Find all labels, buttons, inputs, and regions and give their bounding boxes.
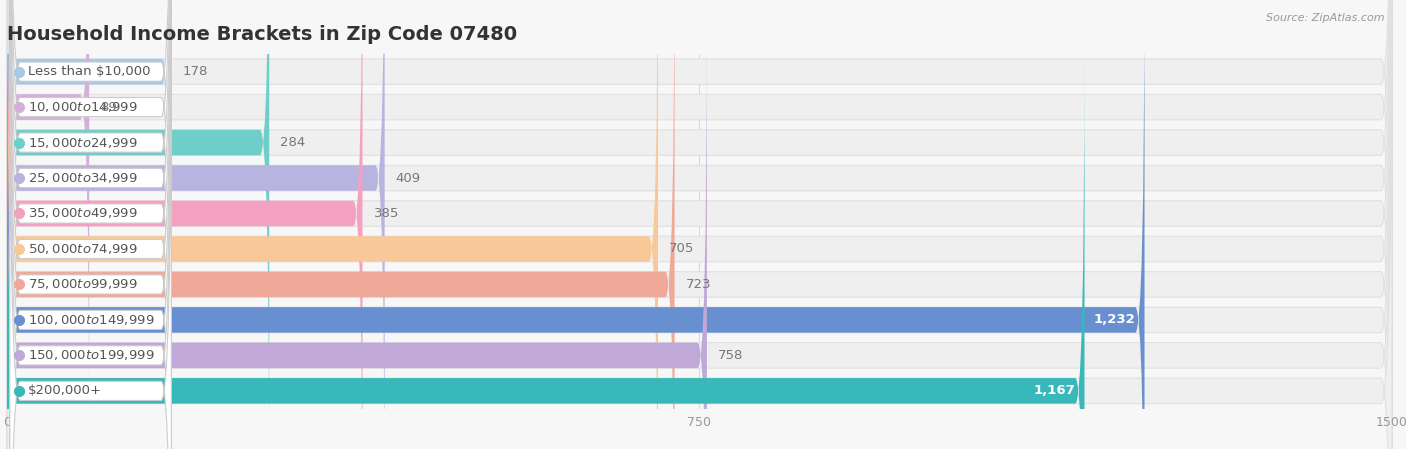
FancyBboxPatch shape xyxy=(7,0,269,449)
FancyBboxPatch shape xyxy=(7,0,1392,449)
FancyBboxPatch shape xyxy=(7,0,658,449)
Text: 385: 385 xyxy=(374,207,399,220)
Text: $50,000 to $74,999: $50,000 to $74,999 xyxy=(28,242,138,256)
Text: $25,000 to $34,999: $25,000 to $34,999 xyxy=(28,171,138,185)
Text: 1,167: 1,167 xyxy=(1033,384,1076,397)
FancyBboxPatch shape xyxy=(7,0,675,449)
FancyBboxPatch shape xyxy=(7,0,1392,449)
FancyBboxPatch shape xyxy=(10,0,172,449)
FancyBboxPatch shape xyxy=(10,0,172,449)
Text: $200,000+: $200,000+ xyxy=(28,384,103,397)
FancyBboxPatch shape xyxy=(7,49,1084,449)
Text: $10,000 to $14,999: $10,000 to $14,999 xyxy=(28,100,138,114)
FancyBboxPatch shape xyxy=(7,0,1392,449)
FancyBboxPatch shape xyxy=(7,0,1392,449)
FancyBboxPatch shape xyxy=(7,0,1392,449)
Text: 1,232: 1,232 xyxy=(1094,313,1135,326)
FancyBboxPatch shape xyxy=(7,0,172,414)
Text: Household Income Brackets in Zip Code 07480: Household Income Brackets in Zip Code 07… xyxy=(7,25,517,44)
FancyBboxPatch shape xyxy=(7,0,385,449)
Text: Less than $10,000: Less than $10,000 xyxy=(28,65,150,78)
FancyBboxPatch shape xyxy=(7,0,1392,449)
Text: $150,000 to $199,999: $150,000 to $199,999 xyxy=(28,348,155,362)
Text: 409: 409 xyxy=(395,172,420,185)
Text: 178: 178 xyxy=(183,65,208,78)
FancyBboxPatch shape xyxy=(7,0,1392,449)
Text: 89: 89 xyxy=(100,101,117,114)
FancyBboxPatch shape xyxy=(10,0,172,449)
Text: $75,000 to $99,999: $75,000 to $99,999 xyxy=(28,277,138,291)
Text: 758: 758 xyxy=(718,349,744,362)
FancyBboxPatch shape xyxy=(7,0,1392,449)
FancyBboxPatch shape xyxy=(10,10,172,449)
Text: $15,000 to $24,999: $15,000 to $24,999 xyxy=(28,136,138,150)
Text: 284: 284 xyxy=(280,136,305,149)
FancyBboxPatch shape xyxy=(10,0,172,449)
FancyBboxPatch shape xyxy=(10,0,172,449)
FancyBboxPatch shape xyxy=(7,0,1144,449)
FancyBboxPatch shape xyxy=(10,0,172,449)
Text: 705: 705 xyxy=(669,242,695,255)
FancyBboxPatch shape xyxy=(7,0,89,449)
FancyBboxPatch shape xyxy=(7,0,363,449)
Text: $35,000 to $49,999: $35,000 to $49,999 xyxy=(28,207,138,220)
Text: $100,000 to $149,999: $100,000 to $149,999 xyxy=(28,313,155,327)
Text: Source: ZipAtlas.com: Source: ZipAtlas.com xyxy=(1267,13,1385,23)
Text: 723: 723 xyxy=(686,278,711,291)
FancyBboxPatch shape xyxy=(10,0,172,449)
FancyBboxPatch shape xyxy=(10,0,172,449)
FancyBboxPatch shape xyxy=(10,0,172,449)
FancyBboxPatch shape xyxy=(7,0,1392,449)
FancyBboxPatch shape xyxy=(7,0,1392,449)
FancyBboxPatch shape xyxy=(7,13,707,449)
